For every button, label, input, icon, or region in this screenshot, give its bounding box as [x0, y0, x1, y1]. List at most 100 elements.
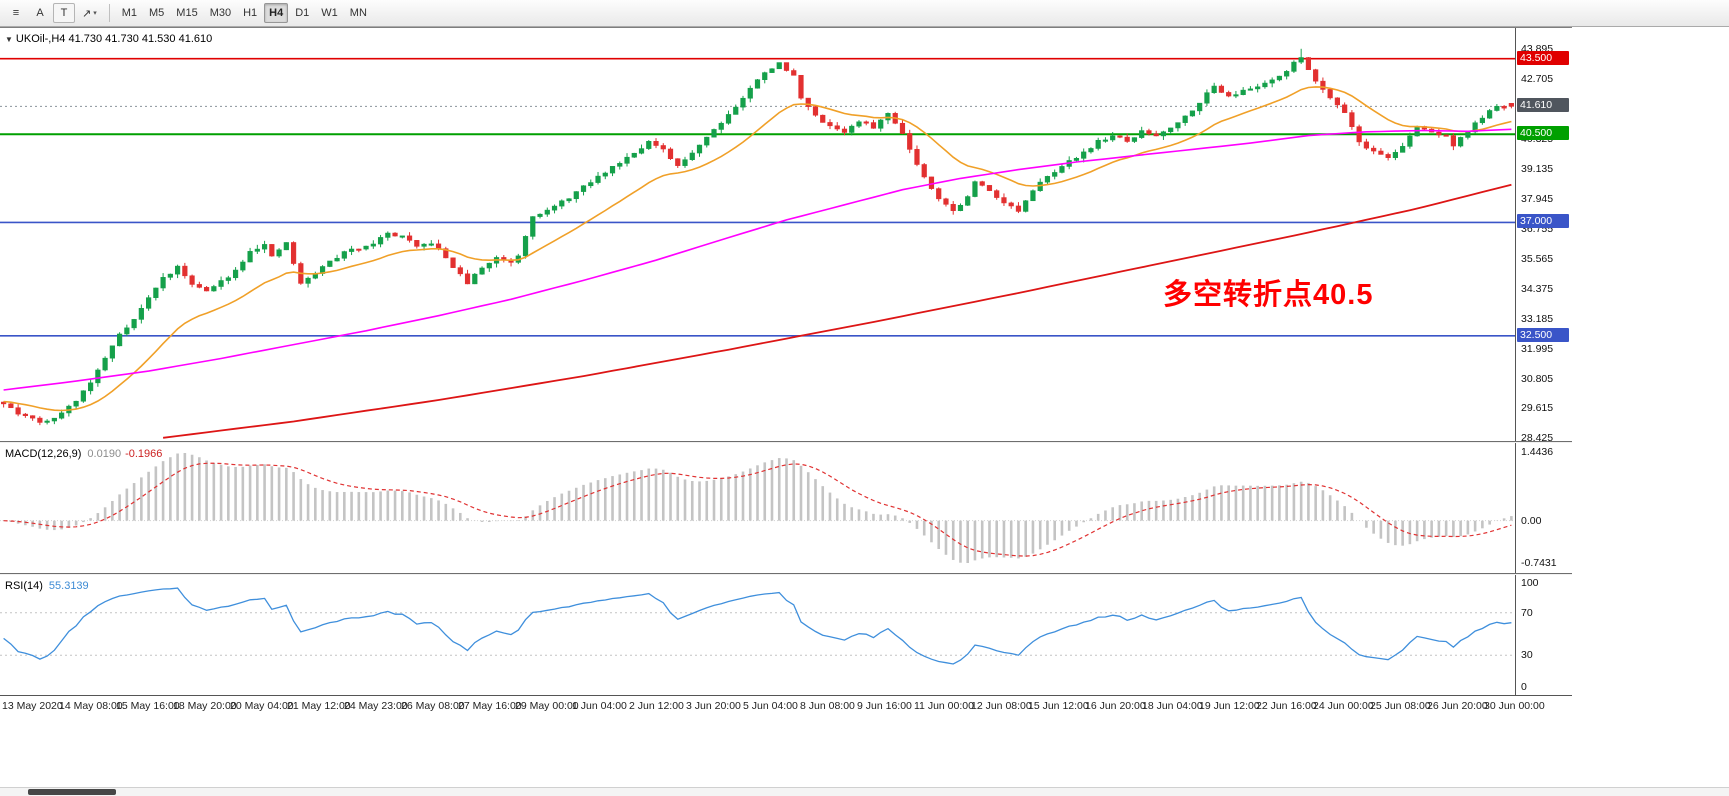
price-axis[interactable]: 43.89542.70541.51540.32539.13537.94536.7…	[1515, 28, 1572, 445]
macd-axis-label: 1.4436	[1521, 446, 1554, 458]
time-axis-label: 24 Jun 00:00	[1313, 700, 1374, 712]
timeframe-m5-button[interactable]: M5	[149, 7, 165, 19]
price-level-badge: 43.500	[1517, 50, 1569, 65]
horizontal-scrollbar[interactable]	[0, 787, 1729, 796]
price-level-badge: 32.500	[1517, 327, 1569, 342]
text-tool-icon[interactable]: T	[53, 3, 75, 23]
price-panel[interactable]: ▼ UKOil-,H4 41.730 41.730 41.530 41.610 多…	[0, 27, 1572, 445]
scrollbar-thumb[interactable]	[28, 789, 116, 795]
macd-main-value: 0.0190	[87, 448, 122, 460]
ma-fast-line	[3, 86, 1512, 412]
time-axis-label: 11 Jun 00:00	[914, 700, 974, 712]
macd-name: MACD(12,26,9)	[5, 448, 82, 460]
price-tick-label: 33.185	[1521, 312, 1554, 325]
timeframe-w1-button[interactable]: W1	[321, 7, 338, 19]
time-axis-label: 3 Jun 20:00	[686, 700, 741, 712]
time-axis-label: 1 Jun 04:00	[572, 700, 627, 712]
macd-signal-line	[3, 462, 1512, 557]
macd-axis-label: 0.00	[1521, 514, 1542, 527]
bid-price-badge: 41.610	[1517, 98, 1569, 113]
draw-tool-icon[interactable]: ↗ ▾	[82, 7, 97, 20]
toolbar-icon-group: ≡ A T ↗ ▾	[4, 3, 103, 23]
timeframe-mn-button[interactable]: MN	[349, 7, 367, 19]
time-axis-label: 9 Jun 16:00	[857, 700, 912, 712]
symbol-dropdown-icon[interactable]: ▼	[5, 35, 13, 44]
macd-axis[interactable]: 1.4436 0.00 -0.7431	[1515, 443, 1572, 573]
time-axis-label: 14 May 08:00	[59, 700, 123, 712]
timeframe-m30-button[interactable]: M30	[209, 7, 232, 19]
rsi-axis-label: 70	[1521, 606, 1533, 619]
time-axis-label: 19 Jun 12:00	[1199, 700, 1260, 712]
annotation-text: 多空转折点40.5	[1163, 279, 1374, 311]
time-axis-label: 2 Jun 12:00	[629, 700, 684, 712]
price-level-badge: 40.500	[1517, 126, 1569, 141]
panel-splitter[interactable]	[0, 573, 1572, 575]
symbol-ohlc-line: ▼ UKOil-,H4 41.730 41.730 41.530 41.610	[5, 33, 212, 45]
price-level-badge: 37.000	[1517, 214, 1569, 229]
time-axis-label: 21 May 12:00	[287, 700, 351, 712]
time-axis-label: 18 Jun 04:00	[1142, 700, 1203, 712]
time-axis-label: 13 May 2020	[2, 700, 63, 712]
price-tick-label: 29.615	[1521, 402, 1554, 415]
chart-menu-icon[interactable]: ≡	[12, 7, 20, 19]
timeframe-h4-button[interactable]: H4	[264, 3, 289, 23]
timeframe-button-group: M1 M5 M15 M30 H1 H4 D1 W1 MN	[116, 3, 373, 23]
macd-panel[interactable]: MACD(12,26,9) 0.0190 -0.1966 1.4436 0.00 -0.…	[0, 443, 1572, 573]
timeframe-d1-button[interactable]: D1	[295, 7, 310, 19]
time-axis-label: 15 May 16:00	[116, 700, 180, 712]
price-tick-label: 31.995	[1521, 342, 1554, 355]
time-axis-label: 30 Jun 00:00	[1484, 700, 1545, 712]
toolbar-separator	[108, 4, 110, 22]
rsi-axis-label: 30	[1521, 649, 1533, 662]
rsi-name: RSI(14)	[5, 580, 43, 592]
macd-signal-value: -0.1966	[125, 448, 163, 460]
rsi-axis-label: 0	[1521, 681, 1527, 693]
ma-mid-line	[3, 128, 1512, 391]
rsi-axis[interactable]: 100 70 30 0	[1515, 575, 1572, 695]
price-tick-label: 34.375	[1521, 282, 1554, 295]
dropdown-caret-icon: ▾	[93, 10, 97, 17]
price-chart-svg	[0, 48, 1515, 439]
time-axis-label: 12 Jun 08:00	[971, 700, 1032, 712]
candles-layer	[1, 48, 1514, 426]
rsi-chart-svg	[0, 587, 1515, 665]
macd-chart-svg	[0, 453, 1515, 563]
time-axis-label: 18 May 20:00	[173, 700, 237, 712]
rsi-axis-label: 100	[1521, 577, 1539, 589]
price-tick-label: 42.705	[1521, 72, 1554, 85]
toolbar: ≡ A T ↗ ▾ M1 M5 M15 M30 H1 H4 D1 W1 MN	[0, 0, 1729, 27]
time-axis-label: 16 Jun 20:00	[1085, 700, 1146, 712]
macd-axis-label: -0.7431	[1521, 557, 1557, 569]
timeframe-m15-button[interactable]: M15	[176, 7, 198, 19]
time-axis-label: 22 Jun 16:00	[1256, 700, 1317, 712]
macd-histogram	[2, 453, 1513, 563]
time-axis-label: 5 Jun 04:00	[743, 700, 798, 712]
price-tick-label: 28.425	[1521, 432, 1554, 445]
time-axis-label: 25 Jun 08:00	[1370, 700, 1431, 712]
price-tick-label: 35.565	[1521, 252, 1554, 265]
rsi-line	[3, 587, 1512, 665]
ma-slow-line	[162, 183, 1512, 439]
timeframe-m1-button[interactable]: M1	[121, 7, 138, 19]
price-tick-label: 39.135	[1521, 162, 1554, 175]
time-axis-label: 20 May 04:00	[230, 700, 294, 712]
time-axis-label: 26 May 08:00	[401, 700, 465, 712]
price-tick-label: 37.945	[1521, 192, 1554, 205]
time-axis[interactable]: 13 May 2020 14 May 08:00 15 May 16:00 18 Ma…	[0, 695, 1572, 717]
time-axis-label: 29 May 00:00	[515, 700, 579, 712]
rsi-panel[interactable]: RSI(14) 55.3139 100 70 30 0	[0, 575, 1572, 695]
time-axis-label: 27 May 16:00	[458, 700, 522, 712]
cursor-tool-icon[interactable]: A	[36, 7, 44, 19]
price-tick-label: 30.805	[1521, 372, 1554, 385]
rsi-label: RSI(14) 55.3139	[5, 580, 89, 592]
chart-window: ▼ UKOil-,H4 41.730 41.730 41.530 41.610 多…	[0, 27, 1572, 717]
time-axis-label: 24 May 23:00	[344, 700, 408, 712]
macd-label: MACD(12,26,9) 0.0190 -0.1966	[5, 448, 162, 460]
time-axis-label: 8 Jun 08:00	[800, 700, 855, 712]
rsi-value: 55.3139	[48, 580, 89, 592]
time-axis-label: 26 Jun 20:00	[1427, 700, 1488, 712]
panel-splitter[interactable]	[0, 441, 1572, 443]
symbol-ohlc-text: UKOil-,H4 41.730 41.730 41.530 41.610	[15, 33, 213, 45]
timeframe-h1-button[interactable]: H1	[243, 7, 258, 19]
time-axis-label: 15 Jun 12:00	[1028, 700, 1089, 712]
